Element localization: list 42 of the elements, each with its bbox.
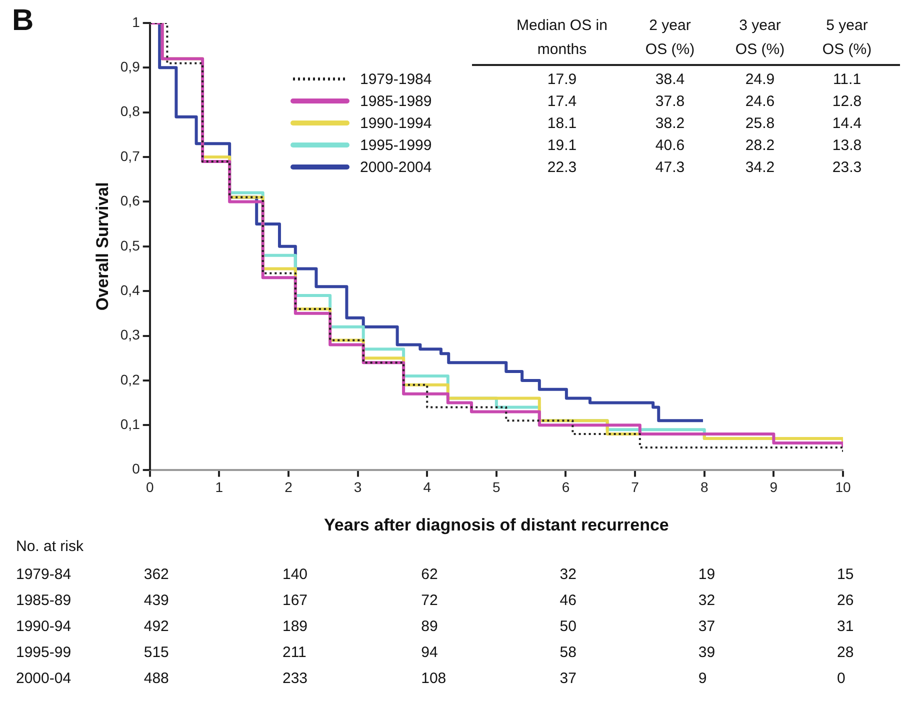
y-tick-label: 0,4 xyxy=(120,282,140,298)
y-tick-label: 0,2 xyxy=(120,371,140,388)
y-axis-title: Overall Survival xyxy=(92,182,112,311)
y-tick-label: 1 xyxy=(132,14,140,30)
y-tick-label: 0,9 xyxy=(120,58,140,75)
text: 17.4 37.8 24.6 12.8 xyxy=(547,92,862,110)
y-tick-label: 0,5 xyxy=(120,237,140,254)
x-tick-label: 8 xyxy=(700,479,708,496)
legend-label: 1985-1989 xyxy=(360,92,432,110)
text: 1995-99 515 211 94 58 39 28 xyxy=(16,644,854,661)
x-tick-label: 4 xyxy=(423,479,432,496)
legend-label: 1995-1999 xyxy=(360,136,432,154)
legend-label: 1979-1984 xyxy=(360,70,432,88)
text: 2000-04 488 233 108 37 9 0 xyxy=(16,670,846,687)
y-tick-label: 0,1 xyxy=(120,416,140,432)
x-tick-label: 9 xyxy=(770,479,778,496)
x-tick-label: 6 xyxy=(562,479,570,496)
text: 17.9 38.4 24.9 11.1 xyxy=(547,70,862,88)
x-tick-label: 5 xyxy=(492,479,501,496)
text: B xyxy=(12,4,34,38)
text: 1979-84 362 140 62 32 19 15 xyxy=(16,566,854,583)
text: 1990-94 492 189 89 50 37 31 xyxy=(16,618,854,635)
x-axis-title: Years after diagnosis of distant recurrence xyxy=(324,515,669,534)
y-tick-label: 0,8 xyxy=(120,103,140,120)
text: 1985-89 439 167 72 46 32 26 xyxy=(16,592,854,609)
legend-label: 1990-1994 xyxy=(360,114,432,132)
x-tick-label: 7 xyxy=(631,479,640,496)
x-tick-label: 0 xyxy=(146,479,154,496)
x-tick-label: 10 xyxy=(835,479,851,496)
x-tick-label: 1 xyxy=(215,479,224,496)
y-tick-label: 0,7 xyxy=(120,148,140,164)
y-tick-label: 0 xyxy=(132,460,140,477)
text: Median OS in months 2 year OS (%) 3 year OS (%) 5 year OS (%) xyxy=(516,17,872,58)
text: No. at risk xyxy=(16,538,84,555)
text: 22.3 47.3 34.2 23.3 xyxy=(547,158,862,176)
y-tick-label: 0,6 xyxy=(120,192,140,209)
x-tick-label: 2 xyxy=(284,479,293,496)
text: 18.1 38.2 25.8 14.4 xyxy=(547,114,862,132)
x-tick-label: 3 xyxy=(354,479,362,496)
y-tick-label: 0,3 xyxy=(120,326,140,343)
legend-label: 2000-2004 xyxy=(360,158,432,176)
text: 19.1 40.6 28.2 13.8 xyxy=(547,136,862,154)
